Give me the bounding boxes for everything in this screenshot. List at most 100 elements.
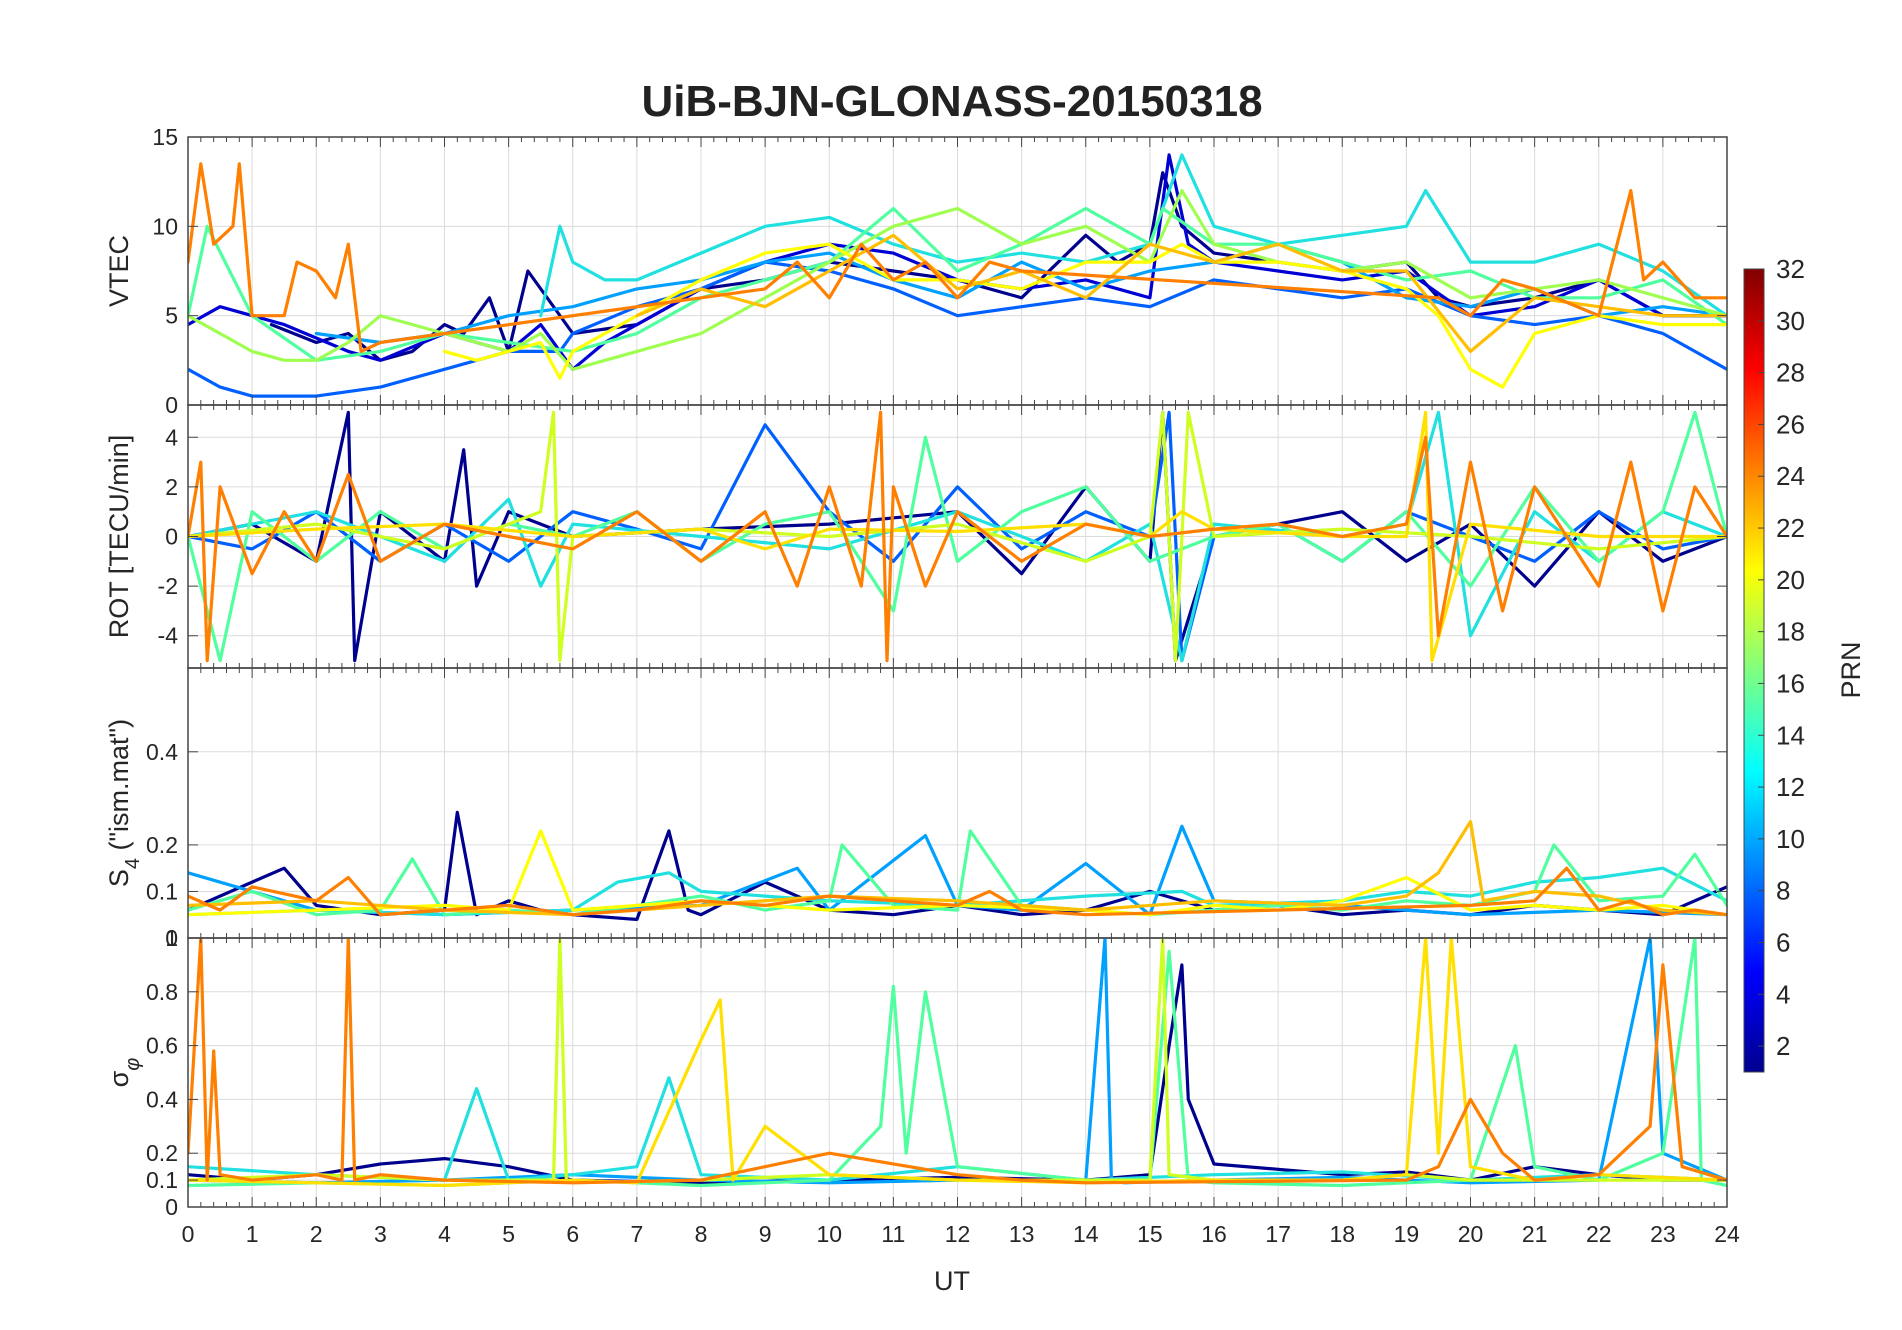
- trace-prn-19: [188, 410, 1727, 663]
- trace-prn-13: [188, 1076, 1727, 1182]
- y-tick-label-rot: 0: [165, 524, 178, 550]
- colorbar-tick-label: 4: [1776, 979, 1790, 1009]
- colorbar-tick-label: 16: [1776, 668, 1805, 698]
- x-tick-label: 22: [1586, 1221, 1612, 1247]
- x-tick-label: 11: [881, 1221, 905, 1247]
- grid-rot: [187, 405, 1728, 668]
- x-tick-label: 16: [1201, 1221, 1227, 1247]
- trace-prn-24: [188, 410, 1727, 663]
- colorbar-tick-label: 24: [1776, 461, 1805, 491]
- x-tick-label: 7: [630, 1221, 643, 1247]
- trace-prn-1: [269, 171, 1727, 362]
- x-tick-label: 6: [566, 1221, 579, 1247]
- panel-rot: -4 -2 0 2 4 ROT [TECU/min]: [104, 404, 1728, 669]
- x-tick-label: 13: [1009, 1221, 1035, 1247]
- x-tick-label: 24: [1714, 1221, 1740, 1247]
- x-tick-label: 1: [246, 1221, 259, 1247]
- y-axis-label-rot: ROT [TECU/min]: [104, 435, 134, 639]
- tick-marks-rot: [187, 405, 1728, 668]
- traces-rot: [188, 410, 1727, 663]
- trace-prn-24: [188, 938, 1727, 1185]
- trace-prn-20: [442, 242, 1727, 389]
- x-tick-label: 15: [1137, 1221, 1163, 1247]
- trace-prn-1: [188, 963, 1727, 1185]
- y-tick-label-s4: 0.4: [146, 739, 178, 765]
- tick-marks-sigma_phi: [187, 937, 1728, 1208]
- trace-prn-10: [314, 242, 1727, 345]
- x-tick-labels: 0 1 2 3 4 5 6 7 8 9 10 11 12 13 14 15 16 17 18 19 20 21 22 23 24: [182, 1221, 1740, 1247]
- traces-s4: [188, 810, 1727, 922]
- colorbar-tick-label: 30: [1776, 306, 1805, 336]
- trace-prn-22: [635, 233, 1727, 353]
- x-tick-label: 19: [1394, 1221, 1420, 1247]
- panel-s4: 0 0.1 0.2 0.4S4 ("ism.mat"): [104, 667, 1728, 951]
- trace-prn-7: [188, 410, 1727, 663]
- x-tick-label: 23: [1650, 1221, 1676, 1247]
- x-tick-label: 10: [816, 1221, 842, 1247]
- x-tick-label: 8: [695, 1221, 708, 1247]
- colorbar-tick-label: 26: [1776, 409, 1805, 439]
- tick-marks-s4: [187, 668, 1728, 939]
- colorbar-tick-label: 10: [1776, 824, 1805, 854]
- colorbar-tick-label: 22: [1776, 513, 1805, 543]
- colorbar-tick-label: 18: [1776, 617, 1805, 647]
- x-tick-label: 21: [1522, 1221, 1548, 1247]
- tick-marks-vtec: [187, 136, 1728, 406]
- colorbar-tick-label: 28: [1776, 358, 1805, 388]
- y-tick-label-rot: 4: [165, 424, 178, 450]
- y-tick-label-sigma_phi: 0.6: [146, 1033, 178, 1059]
- colorbar-tick-label: 6: [1776, 927, 1790, 957]
- colorbar-tick-label: 14: [1776, 720, 1805, 750]
- y-tick-label-rot: -2: [158, 573, 178, 599]
- x-tick-label: 5: [502, 1221, 515, 1247]
- x-tick-label: 9: [759, 1221, 772, 1247]
- x-tick-label: 2: [310, 1221, 323, 1247]
- y-tick-label-vtec: 5: [165, 303, 178, 329]
- y-tick-label-sigma_phi: 0.8: [146, 979, 178, 1005]
- y-tick-label-rot: -4: [158, 623, 179, 649]
- x-tick-label: 12: [945, 1221, 971, 1247]
- x-tick-label: 14: [1073, 1221, 1099, 1247]
- trace-prn-16: [188, 206, 1727, 362]
- colorbar-tick-label: 20: [1776, 565, 1805, 595]
- colorbar-tick-label: 32: [1776, 254, 1805, 284]
- y-tick-label-vtec: 0: [165, 392, 178, 418]
- y-tick-label-s4: 0.1: [146, 878, 178, 904]
- y-tick-label-sigma_phi: 0.1: [146, 1167, 178, 1193]
- trace-prn-16: [188, 410, 1727, 663]
- y-tick-label-s4: 0: [165, 925, 178, 951]
- x-tick-label: 20: [1458, 1221, 1484, 1247]
- colorbar-tick-label: 8: [1776, 876, 1790, 906]
- y-tick-label-vtec: 10: [152, 213, 178, 239]
- y-axis-label-sigma_phi: σφ: [104, 1058, 144, 1088]
- colorbar-label: PRN: [1836, 641, 1866, 698]
- x-tick-label: 18: [1329, 1221, 1355, 1247]
- colorbar-tick-label: 2: [1776, 1031, 1790, 1061]
- chart-title: UiB-BJN-GLONASS-20150318: [641, 77, 1262, 126]
- traces-vtec: [188, 153, 1727, 398]
- colorbar-gradient: [1743, 268, 1765, 1073]
- y-tick-label-sigma_phi: 0: [165, 1194, 178, 1220]
- x-tick-label: 17: [1265, 1221, 1291, 1247]
- trace-prn-24: [188, 866, 1727, 917]
- x-axis-label: UT: [934, 1266, 970, 1296]
- x-tick-label: 0: [182, 1221, 195, 1247]
- y-tick-label-sigma_phi: 0.4: [146, 1086, 178, 1112]
- trace-prn-18: [188, 189, 1727, 371]
- y-tick-label-sigma_phi: 0.2: [146, 1140, 178, 1166]
- trace-prn-24: [188, 162, 1727, 353]
- traces-sigma_phi: [188, 938, 1727, 1188]
- y-axis-label-vtec: VTEC: [104, 235, 134, 307]
- x-tick-label: 3: [374, 1221, 387, 1247]
- y-tick-label-vtec: 15: [152, 124, 178, 150]
- y-tick-label-sigma_phi: 1: [165, 925, 178, 951]
- panel-vtec: 0 5 10 15 VTEC: [104, 124, 1728, 418]
- y-tick-label-s4: 0.2: [146, 832, 178, 858]
- y-axis-label-s4: S4 ("ism.mat"): [104, 719, 144, 887]
- trace-prn-7: [188, 260, 1727, 398]
